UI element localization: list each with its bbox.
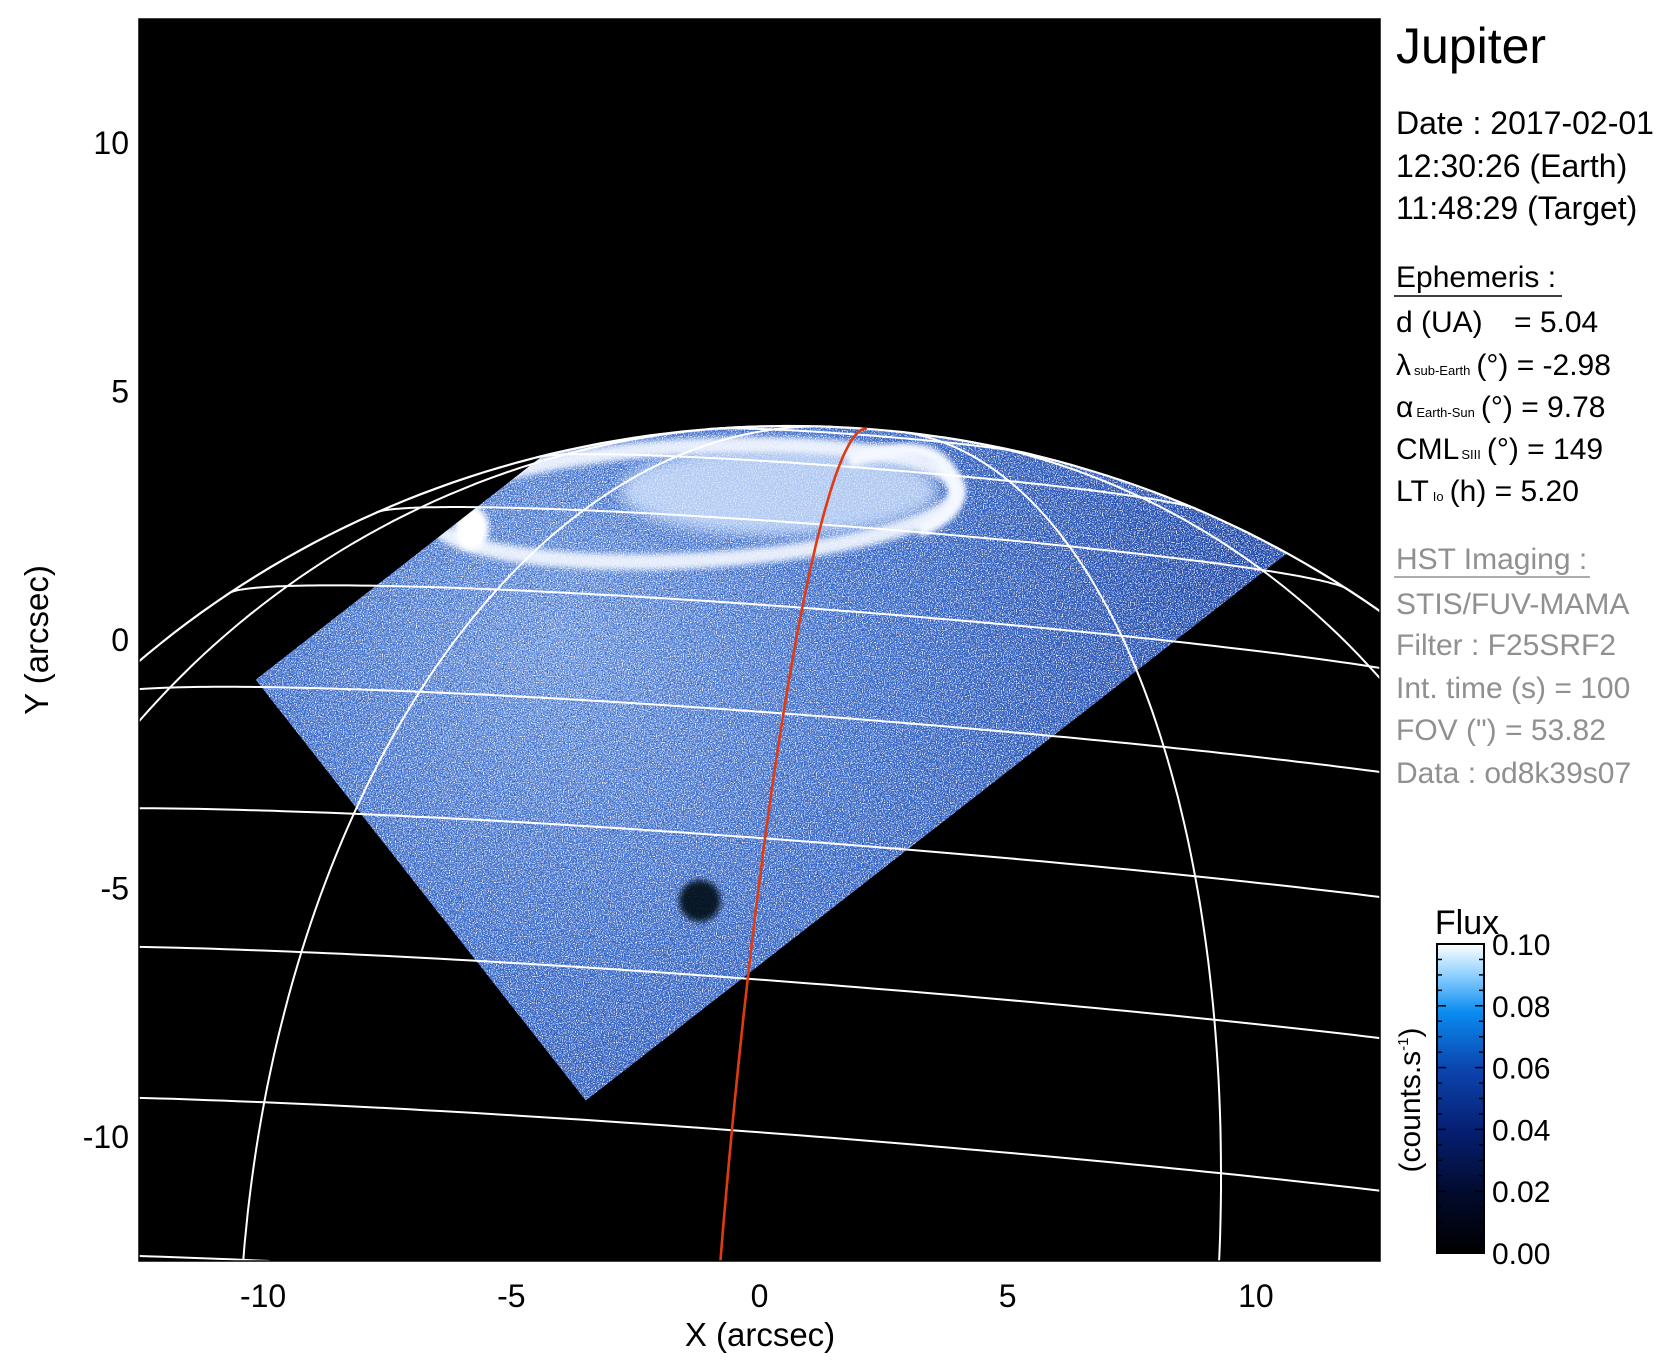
x-tick-label: 5 xyxy=(999,1278,1017,1314)
integration-time-text: Int. time (s) = 100 xyxy=(1396,672,1630,705)
planet-title: Jupiter xyxy=(1396,18,1546,74)
dataset-text: Data : od8k39s07 xyxy=(1396,757,1631,790)
y-tick-label: 5 xyxy=(111,374,129,410)
highlighted-meridian xyxy=(719,427,867,1261)
x-tick-label: 10 xyxy=(1238,1278,1274,1314)
longitude-line xyxy=(940,435,1380,679)
x-tick-label: 0 xyxy=(751,1278,769,1314)
plot-frame xyxy=(138,18,1381,1262)
date-text: Date : 2017-02-01 xyxy=(1396,105,1654,141)
sub-earth-lat-row: λ sub-Earth (°) = -2.98 xyxy=(1396,349,1611,382)
lat-lon-grid xyxy=(139,424,1380,1261)
y-tick-label: 10 xyxy=(93,125,129,161)
longitude-line xyxy=(1346,588,1380,613)
x-tick-label: -5 xyxy=(497,1278,525,1314)
colorbar-tick-label: 0.08 xyxy=(1492,991,1550,1024)
moon-shadow-spot xyxy=(679,879,721,922)
io-local-time-row: LT Io (h) = 5.20 xyxy=(1396,475,1579,508)
longitude-line xyxy=(899,430,1222,1261)
image-panel xyxy=(139,19,1380,1261)
colorbar-gradient xyxy=(1436,943,1485,1254)
earth-time: 12:30:26 (Earth) xyxy=(1396,148,1627,184)
colorbar-tick-label: 0.06 xyxy=(1492,1053,1550,1086)
y-tick-label: -10 xyxy=(83,1119,129,1155)
ephemeris-heading: Ephemeris : xyxy=(1396,261,1556,294)
colorbar: Flux 0.10 0.08 0.06 0.04 0.02 0.00 (counts.s-… xyxy=(1394,904,1550,1271)
cml-row: CML SIII (°) = 149 xyxy=(1396,433,1603,466)
longitude-line xyxy=(242,425,833,1261)
instrument-text: STIS/FUV-MAMA xyxy=(1396,588,1629,621)
red-meridian-line xyxy=(719,427,867,1261)
x-axis-label: X (arcsec) xyxy=(685,1316,835,1353)
x-tick-label: -10 xyxy=(240,1278,286,1314)
colorbar-title: Flux xyxy=(1435,904,1499,942)
y-tick-label: -5 xyxy=(101,870,129,906)
latitude-line xyxy=(708,427,1033,456)
dusk-auroral-arc xyxy=(846,443,964,538)
colorbar-tick-label: 0.10 xyxy=(1492,929,1550,962)
target-time: 11:48:29 (Target) xyxy=(1396,190,1637,226)
phase-angle-row: α Earth-Sun (°) = 9.78 xyxy=(1396,391,1605,424)
distance-row: d (UA) = 5.04 xyxy=(1396,306,1598,339)
y-axis-label: Y (arcsec) xyxy=(18,565,55,715)
latitude-line xyxy=(139,945,1380,1040)
filter-text: Filter : F25SRF2 xyxy=(1396,629,1616,662)
colorbar-tick-label: 0.02 xyxy=(1492,1176,1550,1209)
y-tick-label: 0 xyxy=(111,622,129,658)
info-panel: Jupiter Date : 2017-02-01 12:30:26 (Eart… xyxy=(1394,18,1654,790)
latitude-line xyxy=(139,1255,270,1261)
colorbar-ticks: 0.10 0.08 0.06 0.04 0.02 0.00 xyxy=(1437,929,1550,1271)
y-tick-labels: 10 5 0 -5 -10 xyxy=(83,125,129,1155)
latitude-line xyxy=(139,1096,1380,1192)
colorbar-tick-label: 0.00 xyxy=(1492,1238,1550,1271)
x-tick-labels: -10 -5 0 5 10 xyxy=(240,1278,1274,1314)
colorbar-tick-label: 0.04 xyxy=(1492,1114,1550,1147)
latitude-line xyxy=(228,584,1380,669)
longitude-line xyxy=(139,425,764,722)
hst-heading: HST Imaging : xyxy=(1396,543,1587,576)
latitude-line xyxy=(375,506,1348,590)
latitude-line xyxy=(139,685,1380,773)
fov-text: FOV (") = 53.82 xyxy=(1396,714,1606,747)
latitude-line xyxy=(139,807,1380,898)
colorbar-unit-label: (counts.s-1) xyxy=(1394,1027,1427,1172)
polar-diffuse-emission xyxy=(620,446,939,536)
